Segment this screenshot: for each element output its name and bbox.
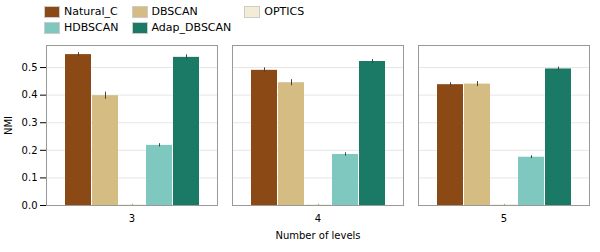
html-text:Adap_DBSCAN: Adap_DBSCAN — [151, 21, 232, 34]
html-text:HDBSCAN: HDBSCAN — [64, 21, 119, 34]
svg-text:0.1: 0.1 — [22, 172, 38, 183]
svg-text:5: 5 — [501, 213, 507, 224]
svg-text:0.5: 0.5 — [22, 62, 38, 73]
html-text:Natural_C: Natural_C — [64, 5, 118, 18]
svg-text:Number of levels: Number of levels — [275, 230, 360, 241]
svg-text:0.4: 0.4 — [22, 89, 38, 100]
html-text:OPTICS: OPTICS — [264, 5, 305, 18]
svg-text:0.2: 0.2 — [22, 145, 38, 156]
svg-text:3: 3 — [129, 213, 135, 224]
svg-text:0.3: 0.3 — [22, 117, 38, 128]
svg-text:NMI: NMI — [3, 116, 14, 135]
svg-text:4: 4 — [315, 213, 321, 224]
svg-text:0.0: 0.0 — [22, 200, 38, 211]
html-text:DBSCAN: DBSCAN — [151, 5, 198, 18]
